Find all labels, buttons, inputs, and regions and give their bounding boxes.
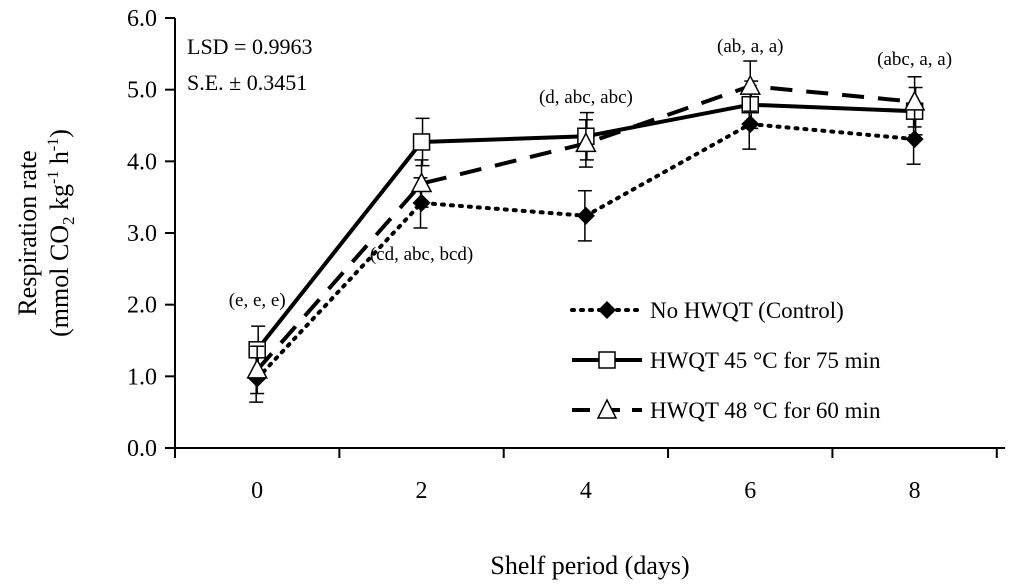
annotation-layer: (e, e, e) (cd, abc, bcd) (d, abc, abc) (ab,… (229, 36, 952, 311)
series-layer (246, 60, 926, 403)
data-point-triangle (739, 74, 761, 95)
y-tick-label: 5.0 (127, 78, 157, 104)
x-tick-label: 6 (744, 478, 756, 504)
se-label: S.E. ± 0.3451 (187, 70, 307, 95)
y-axis-title: Respiration rate (mmol CO2 kg-1 h-1) (13, 129, 78, 337)
legend-entry-control: No HWQT (Control) (570, 298, 844, 323)
x-tick-label: 0 (251, 478, 263, 504)
legend-entry-hwqt48: HWQT 48 °C for 60 min (572, 398, 881, 423)
significance-annotation: (e, e, e) (229, 290, 286, 311)
x-tick-label: 8 (909, 478, 921, 504)
legend-label-hwqt45: HWQT 45 °C for 75 min (650, 348, 881, 373)
significance-annotation: (d, abc, abc) (539, 87, 633, 108)
significance-annotation: (cd, abc, bcd) (370, 244, 473, 265)
legend-label-hwqt48: HWQT 48 °C for 60 min (650, 398, 881, 423)
legend-label-control: No HWQT (Control) (650, 298, 844, 323)
data-point-diamond (741, 115, 760, 134)
lsd-label: LSD = 0.9963 (187, 34, 312, 59)
data-point-diamond (576, 206, 595, 225)
x-tick-label: 4 (580, 478, 592, 504)
x-axis-ticks: 0 2 4 6 8 (174, 448, 998, 504)
data-point-triangle (410, 171, 433, 193)
legend-entry-hwqt45: HWQT 45 °C for 75 min (572, 348, 881, 373)
data-point-diamond (905, 130, 924, 149)
data-point-square (412, 133, 431, 151)
legend-triangle-marker (596, 398, 618, 419)
y-tick-label: 0.0 (127, 436, 157, 462)
data-point-triangle (903, 90, 926, 111)
y-tick-label: 1.0 (127, 364, 157, 390)
legend-square-marker (598, 351, 616, 369)
y-axis-ticks: 0.0 1.0 2.0 3.0 4.0 5.0 6.0 (127, 6, 175, 462)
data-point-triangle (575, 131, 597, 153)
legend: No HWQT (Control) HWQT 45 °C for 75 min … (570, 298, 881, 423)
x-axis-title: Shelf period (days) (490, 551, 689, 580)
y-tick-label: 2.0 (127, 293, 157, 319)
series-2 (246, 60, 926, 395)
y-axis-title-line2: (mmol CO2 kg-1 h-1) (45, 129, 78, 337)
legend-diamond-marker (598, 301, 616, 319)
x-tick-label: 2 (416, 478, 428, 504)
y-tick-label: 3.0 (127, 221, 157, 247)
significance-annotation: (ab, a, a) (717, 36, 783, 57)
y-tick-label: 4.0 (127, 149, 157, 175)
y-tick-label: 6.0 (127, 6, 157, 32)
data-point-triangle (246, 358, 268, 379)
series-0 (248, 98, 924, 403)
y-axis-title-line1: Respiration rate (13, 150, 42, 315)
significance-annotation: (abc, a, a) (877, 49, 952, 70)
